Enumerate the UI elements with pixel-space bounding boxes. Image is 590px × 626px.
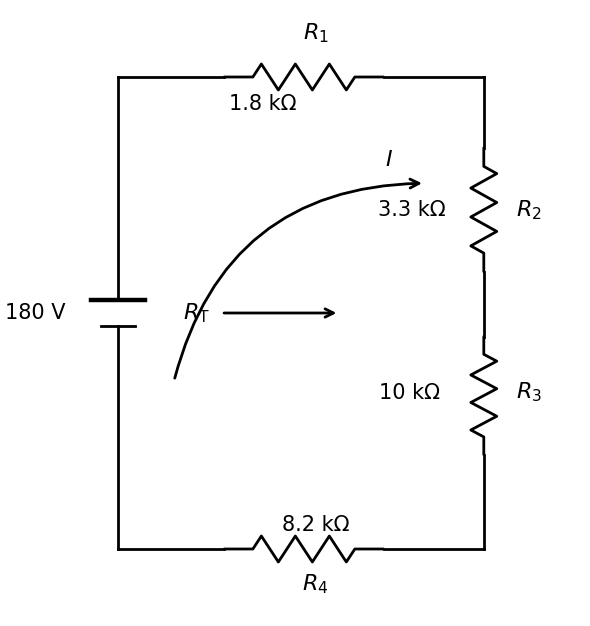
Text: $I$: $I$ (385, 150, 394, 170)
Text: $R_3$: $R_3$ (516, 381, 542, 404)
Text: $R_2$: $R_2$ (516, 198, 542, 222)
Text: $R_1$: $R_1$ (303, 21, 329, 44)
Text: 3.3 kΩ: 3.3 kΩ (378, 200, 445, 220)
Text: 10 kΩ: 10 kΩ (379, 382, 440, 403)
Text: 8.2 kΩ: 8.2 kΩ (282, 515, 349, 535)
Text: 1.8 kΩ: 1.8 kΩ (229, 93, 296, 113)
Text: 180 V: 180 V (5, 303, 65, 323)
Text: $R_\mathrm{T}$: $R_\mathrm{T}$ (183, 301, 210, 325)
Text: $R_4$: $R_4$ (303, 573, 329, 596)
